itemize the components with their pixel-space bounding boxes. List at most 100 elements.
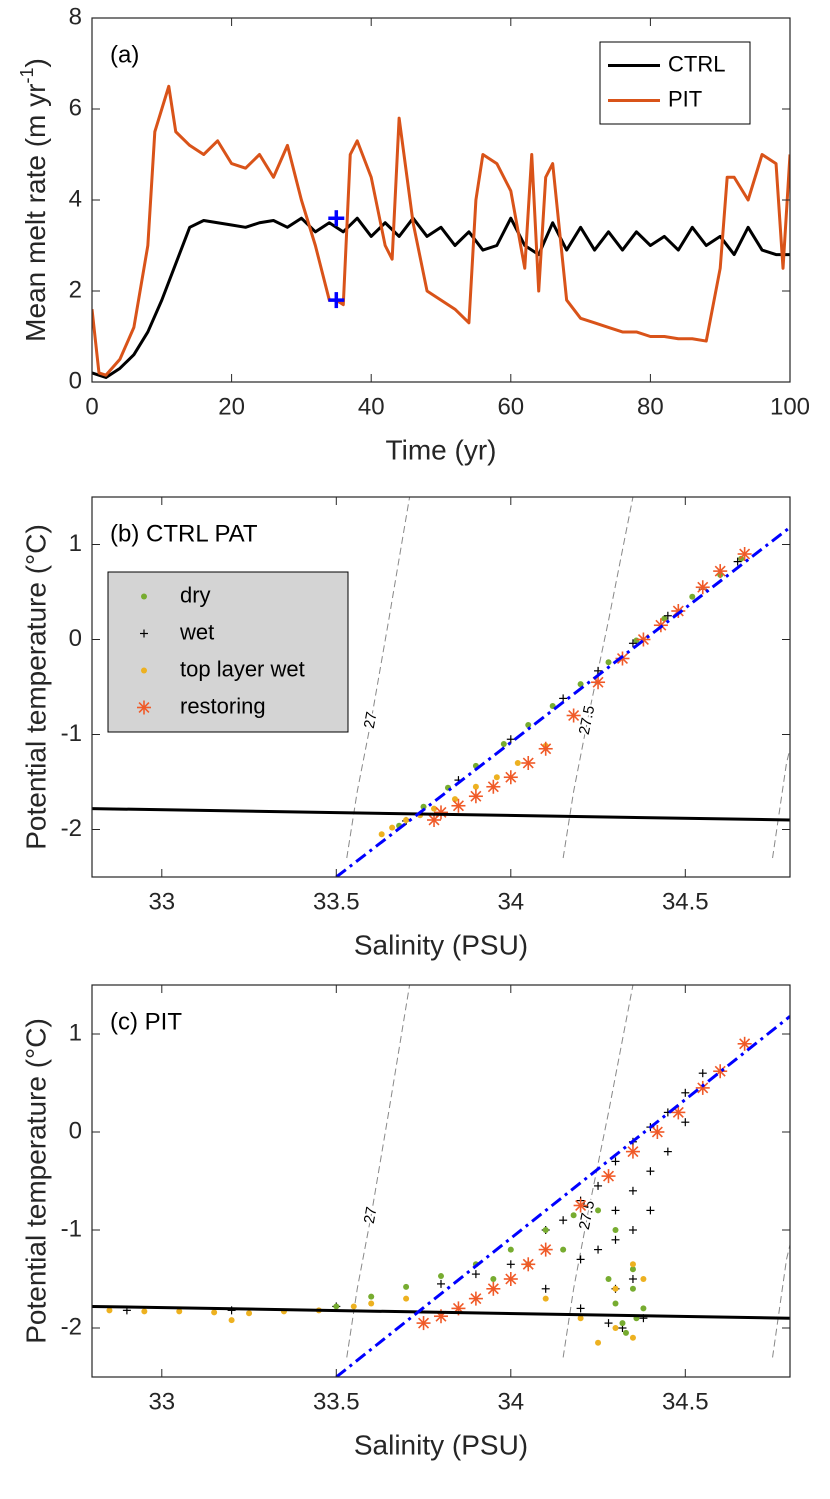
- y-tick-label: 0: [69, 625, 82, 652]
- scatter-point: [521, 756, 536, 770]
- legend-label: restoring: [180, 693, 266, 718]
- scatter-point: [246, 1310, 253, 1317]
- marker-stroke: [739, 1038, 751, 1050]
- y-tick-label: -1: [61, 1215, 82, 1242]
- scatter-point: [612, 1285, 619, 1292]
- scatter-point: [538, 1242, 553, 1257]
- series-line: [92, 216, 790, 379]
- density-contour: [772, 748, 790, 859]
- scatter-point: [611, 1157, 620, 1166]
- scatter-point: [629, 1285, 636, 1292]
- scatter-point: [650, 1125, 665, 1139]
- dot: [141, 667, 147, 674]
- marker-stroke: [697, 581, 709, 593]
- scatter-point: [500, 741, 507, 747]
- dot: [507, 1246, 514, 1253]
- marker-stroke: [714, 565, 726, 577]
- y-axis-label-part: -1: [17, 68, 37, 84]
- y-tick-label: 4: [69, 185, 82, 212]
- scatter-point: [615, 651, 630, 666]
- scatter-point: [503, 1272, 518, 1286]
- dot: [176, 1308, 183, 1315]
- scatter-point: [521, 1257, 536, 1272]
- series-line: [92, 84, 790, 377]
- marker-stroke: [568, 709, 580, 722]
- scatter-point: [625, 1144, 640, 1159]
- dot: [500, 741, 507, 747]
- panel-label: (c) PIT: [110, 1008, 182, 1035]
- density-contour: [562, 497, 634, 859]
- scatter-point: [486, 1281, 501, 1296]
- scatter-point: [594, 1181, 603, 1190]
- scatter-point: [566, 708, 581, 723]
- scatter-point: [368, 1293, 375, 1300]
- scatter-point: [403, 817, 410, 823]
- x-tick-label: 60: [497, 393, 524, 420]
- dot: [689, 593, 696, 600]
- density-contour: [562, 985, 634, 1358]
- scatter-point: [451, 796, 458, 803]
- dot: [619, 1320, 626, 1327]
- marker-stroke: [505, 771, 517, 783]
- contour-label: 27: [361, 1206, 381, 1225]
- scatter-point: [573, 1198, 588, 1213]
- scatter-point: [601, 1169, 616, 1184]
- scatter-point: [629, 1266, 636, 1273]
- dot: [246, 1310, 253, 1317]
- dot: [403, 1295, 410, 1302]
- density-contour: [772, 1244, 790, 1358]
- dot: [490, 1276, 497, 1282]
- scatter-point: [738, 555, 745, 562]
- legend-swatch: [137, 700, 151, 715]
- scatter-point: [646, 1206, 655, 1215]
- dot: [431, 805, 438, 812]
- legend-label: top layer wet: [180, 656, 305, 681]
- legend-swatch: [141, 593, 147, 600]
- plot-area: 27 27.5: [92, 985, 790, 1377]
- marker-stroke: [470, 1293, 482, 1305]
- scatter-point: [333, 1303, 340, 1310]
- x-tick-label: 80: [637, 393, 664, 420]
- scatter-point: [611, 1235, 620, 1244]
- scatter-point: [506, 735, 515, 744]
- dot: [612, 1227, 619, 1233]
- scatter-point: [434, 805, 448, 820]
- x-axis-label: Salinity (PSU): [354, 929, 528, 960]
- scatter-point: [493, 774, 500, 781]
- marker-stroke: [739, 548, 751, 560]
- dot: [420, 803, 427, 810]
- x-tick-label: 100: [770, 393, 810, 420]
- marker-stroke: [672, 1106, 684, 1118]
- scatter-point: [486, 779, 501, 794]
- scatter-point: [350, 1303, 357, 1310]
- scatter-point: [737, 547, 752, 561]
- scatter-point: [622, 1329, 629, 1336]
- scatter-point: [733, 557, 742, 566]
- scatter-point: [681, 1088, 690, 1097]
- x-axis-label: Time (yr): [386, 434, 497, 465]
- dot: [451, 796, 458, 803]
- x-tick-label: 33.5: [313, 1388, 360, 1415]
- scatter-point: [612, 1300, 619, 1307]
- marker-stroke: [651, 1126, 663, 1138]
- scatter-point: [594, 1245, 603, 1254]
- axes-frame: [91, 496, 791, 878]
- scatter-point: [378, 831, 385, 838]
- x-tick-label: 40: [358, 393, 385, 420]
- dot: [622, 1329, 629, 1336]
- dot: [640, 1305, 647, 1312]
- dot: [605, 1276, 612, 1282]
- panel-label: (b) CTRL PAT: [110, 520, 258, 547]
- contour-label: 27: [361, 710, 381, 729]
- scatter-point: [437, 1279, 445, 1288]
- y-axis-label: Mean melt rate (m yr-1): [17, 58, 52, 342]
- dot: [493, 774, 500, 781]
- scatter-point: [640, 1305, 647, 1312]
- marker-stroke: [575, 1199, 587, 1212]
- highlight-marker: [328, 210, 345, 227]
- scatter-point: [612, 1325, 619, 1331]
- dot: [629, 1285, 636, 1292]
- scatter-point: [503, 770, 518, 785]
- dot: [368, 1300, 375, 1307]
